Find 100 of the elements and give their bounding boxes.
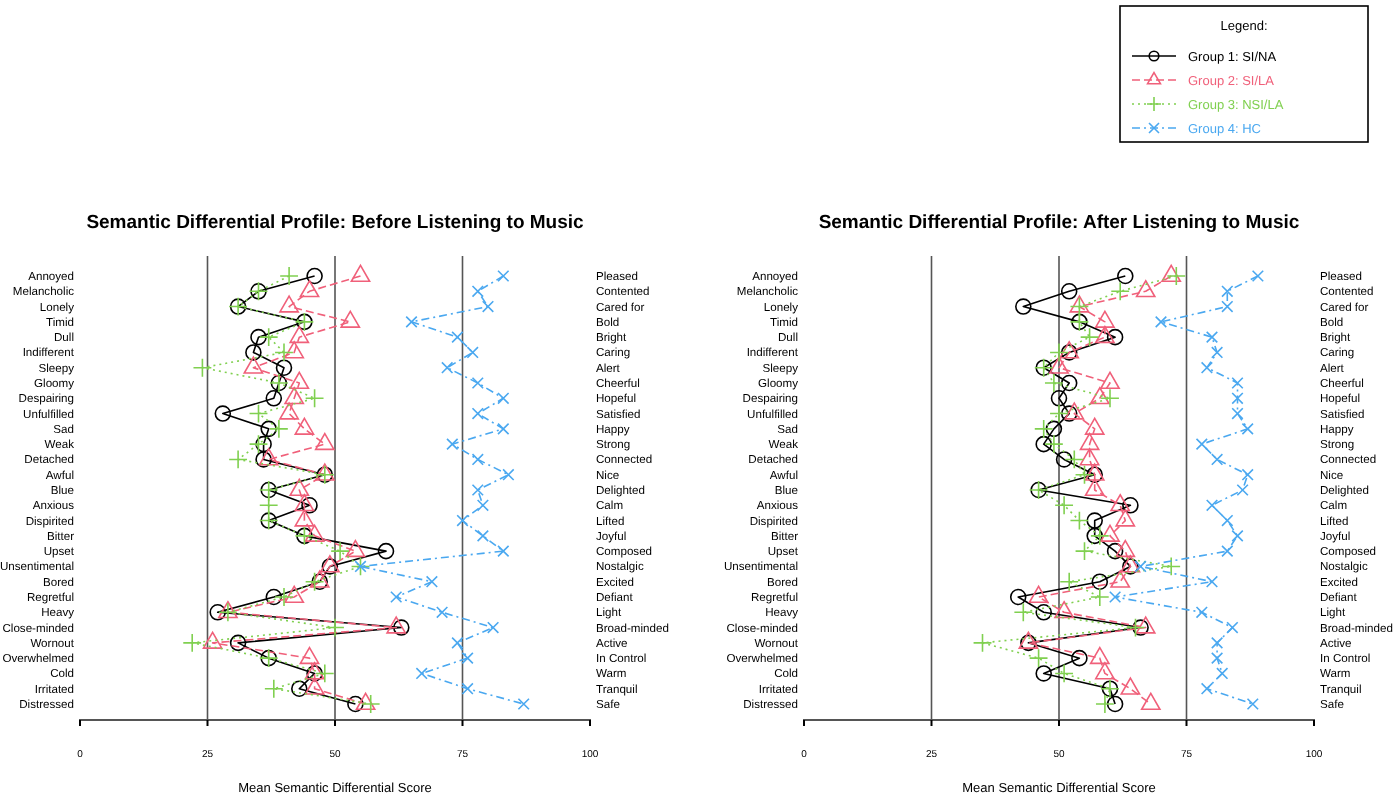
- point: [214, 405, 232, 422]
- point: [1086, 527, 1103, 545]
- point: [497, 422, 510, 435]
- point: [487, 621, 500, 634]
- point: [1090, 587, 1110, 607]
- point: [1089, 386, 1110, 405]
- point: [1028, 648, 1049, 668]
- point: [481, 300, 495, 313]
- point: [386, 616, 407, 634]
- point: [446, 438, 459, 451]
- point: [1231, 407, 1244, 420]
- point: [284, 341, 305, 359]
- point: [274, 342, 294, 363]
- point: [1211, 636, 1224, 649]
- point: [1241, 422, 1254, 435]
- point: [471, 483, 484, 497]
- point: [1135, 616, 1156, 634]
- point: [1015, 298, 1032, 315]
- point: [1117, 267, 1134, 285]
- point: [1094, 325, 1115, 344]
- point: [1059, 571, 1079, 592]
- point: [390, 590, 403, 604]
- point: [1205, 575, 1219, 588]
- point: [265, 588, 283, 606]
- point: [264, 678, 284, 699]
- point: [1200, 682, 1213, 695]
- point: [1035, 435, 1052, 453]
- point: [1074, 464, 1095, 485]
- point: [345, 539, 366, 558]
- point: [1140, 692, 1161, 711]
- point: [1154, 315, 1168, 328]
- point: [291, 680, 308, 697]
- point: [1013, 602, 1034, 623]
- point: [1135, 279, 1156, 298]
- point: [471, 453, 484, 466]
- point: [1064, 402, 1085, 420]
- point: [269, 419, 289, 439]
- point: [1241, 468, 1254, 481]
- point: [284, 585, 305, 604]
- point: [1122, 497, 1139, 514]
- point: [1091, 573, 1109, 590]
- point: [497, 392, 510, 405]
- point: [1050, 390, 1068, 407]
- point: [1110, 570, 1131, 588]
- point: [1216, 667, 1229, 680]
- point: [330, 541, 350, 561]
- point: [229, 634, 247, 652]
- point: [1100, 371, 1120, 390]
- point: [1084, 478, 1105, 497]
- point: [350, 264, 371, 283]
- point: [497, 545, 510, 558]
- point: [360, 694, 381, 714]
- point: [1044, 373, 1064, 393]
- point: [1054, 600, 1075, 619]
- point: [228, 449, 248, 470]
- point: [1060, 405, 1078, 422]
- point: [294, 509, 315, 527]
- point: [284, 386, 305, 405]
- point: [299, 279, 320, 298]
- point: [294, 417, 315, 435]
- chart-title: Semantic Differential Profile: Before Listening to Music: [86, 212, 584, 234]
- point: [517, 697, 530, 711]
- point: [1161, 264, 1182, 283]
- point: [347, 695, 364, 713]
- point: [471, 407, 484, 420]
- point: [1079, 432, 1100, 451]
- point: [258, 495, 279, 516]
- point: [245, 344, 262, 361]
- point: [1074, 541, 1095, 561]
- point: [461, 652, 474, 665]
- point: [279, 295, 300, 313]
- point: [255, 435, 272, 453]
- point: [1035, 604, 1052, 621]
- point: [1049, 403, 1069, 424]
- point: [1221, 514, 1234, 527]
- point: [1100, 524, 1120, 542]
- point: [451, 331, 464, 344]
- point: [1134, 560, 1147, 573]
- point: [1226, 621, 1239, 634]
- point: [1064, 449, 1085, 470]
- point: [258, 448, 279, 466]
- point: [1033, 419, 1054, 439]
- point: [1211, 652, 1224, 665]
- point: [1231, 392, 1244, 405]
- point: [315, 663, 335, 684]
- point: [1095, 694, 1115, 714]
- point: [1231, 376, 1244, 390]
- point: [250, 328, 267, 346]
- point: [192, 357, 213, 378]
- point: [471, 376, 484, 390]
- point: [1106, 695, 1124, 713]
- point: [1009, 588, 1027, 606]
- point: [248, 403, 269, 424]
- point: [1100, 388, 1120, 409]
- point: [441, 361, 454, 374]
- point: [1035, 665, 1052, 682]
- point: [304, 571, 325, 592]
- point: [451, 636, 464, 649]
- point: [466, 346, 479, 359]
- point: [1205, 331, 1219, 344]
